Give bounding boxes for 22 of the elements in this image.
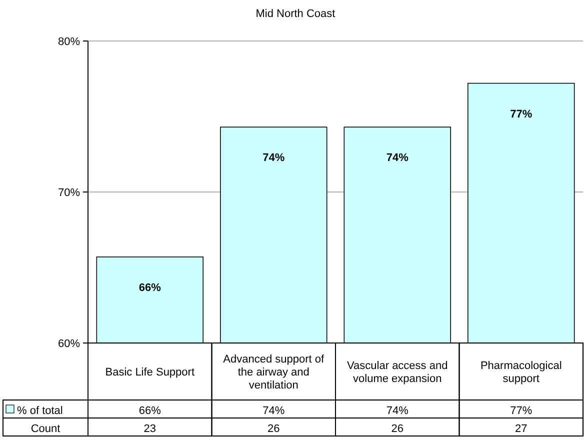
data-label: 77% [510, 405, 532, 417]
y-tick-label: 60% [58, 338, 80, 350]
data-label: 74% [386, 405, 409, 417]
y-tick-label: 70% [58, 187, 80, 199]
y-tick-label: 80% [58, 36, 80, 48]
text: 23 [144, 423, 156, 435]
text: 77% [510, 108, 532, 120]
text: Count [30, 423, 60, 435]
text: 74% [262, 152, 285, 164]
chart-title: Mid North Coast [256, 8, 336, 20]
x-tick-label: Vascular access and volume expansion [347, 360, 448, 385]
data-label: 66% [138, 405, 162, 417]
data-label: 74% [262, 405, 285, 417]
x-tick-label: Advanced support of the airway and ventilation [223, 354, 326, 392]
text: 74% [386, 152, 408, 164]
x-tick-label: Basic Life Support [105, 366, 195, 378]
x-tick-label: Pharmacological support [480, 360, 562, 385]
text: 26 [268, 423, 280, 435]
text: 27 [515, 423, 528, 435]
legend-label: % of total [17, 405, 63, 417]
text: 66% [138, 282, 161, 294]
text: 26 [391, 423, 404, 435]
